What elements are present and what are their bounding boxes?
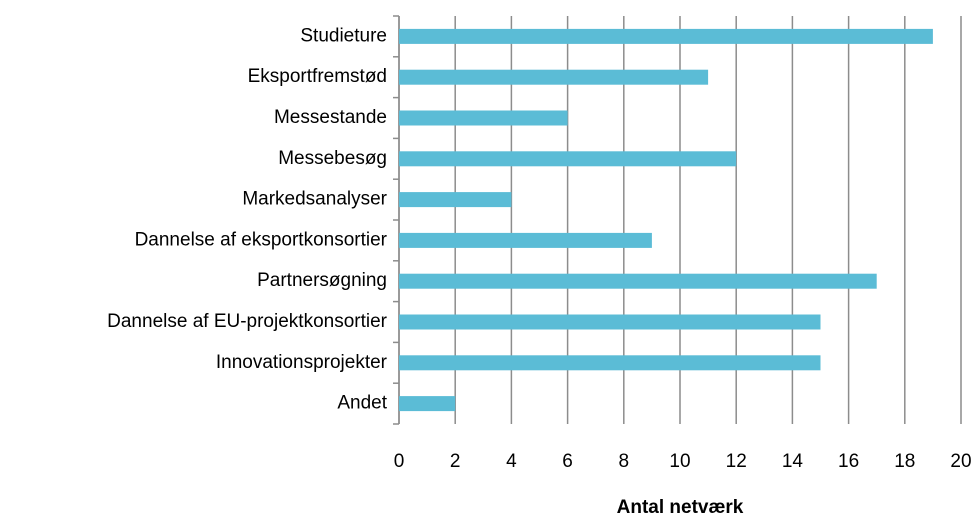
- x-tick-label: 4: [506, 451, 517, 472]
- y-tick-label: Messebesøg: [278, 148, 387, 169]
- y-tick-label: Dannelse af EU-projektkonsortier: [107, 311, 388, 332]
- x-tick-label: 16: [838, 451, 859, 472]
- y-tick-label: Studieture: [300, 25, 387, 46]
- bar: [399, 192, 512, 208]
- bar: [399, 273, 877, 289]
- bar: [399, 314, 821, 330]
- x-tick-label: 12: [726, 451, 747, 472]
- x-tick-label: 8: [619, 451, 630, 472]
- y-tick-label: Eksportfremstød: [248, 66, 387, 87]
- y-tick-label: Markedsanalyser: [242, 189, 387, 210]
- x-tick-label: 18: [894, 451, 915, 472]
- x-tick-label: 2: [450, 451, 461, 472]
- x-tick-label: 6: [562, 451, 573, 472]
- bar: [399, 28, 933, 44]
- bar: [399, 355, 821, 371]
- y-tick-label: Messestande: [274, 107, 387, 128]
- y-tick-label: Innovationsprojekter: [216, 352, 388, 373]
- y-tick-label: Andet: [337, 393, 387, 414]
- bar: [399, 396, 456, 412]
- x-tick-label: 0: [394, 451, 405, 472]
- bar: [399, 232, 652, 248]
- x-tick-label: 10: [669, 451, 690, 472]
- bar: [399, 110, 568, 126]
- y-tick-label: Partnersøgning: [257, 270, 387, 291]
- x-axis-title: Antal netværk: [617, 497, 744, 518]
- bar: [399, 69, 709, 85]
- x-tick-label: 14: [782, 451, 804, 472]
- y-tick-label: Dannelse af eksportkonsortier: [135, 229, 388, 250]
- bar: [399, 151, 737, 167]
- x-tick-label: 20: [950, 451, 971, 472]
